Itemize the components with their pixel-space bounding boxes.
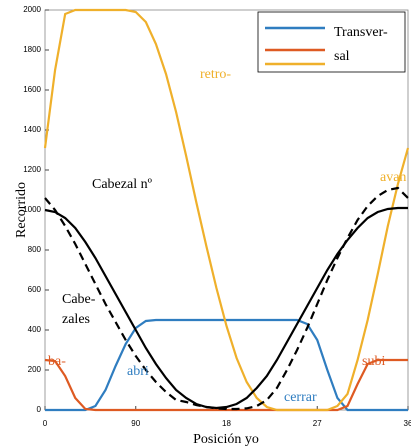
series-line [44, 206, 408, 410]
annotation: abri [127, 364, 149, 379]
y-tick-label: 800 [28, 245, 42, 254]
y-tick-label: 1000 [23, 205, 41, 214]
y-tick-label: 1600 [23, 85, 41, 94]
x-tick-label: 27 [313, 419, 322, 428]
y-axis-label: Recorrido [14, 182, 29, 238]
annotation: Cabezal nº [92, 177, 153, 192]
series-line [43, 8, 410, 412]
y-tick-label: 0 [37, 405, 42, 414]
annotation: avan [380, 170, 406, 185]
y-tick-label: 1400 [23, 125, 41, 134]
annotation: subi [362, 354, 385, 369]
series-line [44, 186, 409, 411]
annotation: retro- [200, 67, 231, 82]
annotation: Cabe- [62, 292, 96, 307]
x-tick-label: 0 [43, 419, 48, 428]
annotation: cerrar [284, 390, 317, 405]
y-tick-label: 2000 [23, 5, 41, 14]
y-tick-label: 200 [28, 365, 42, 374]
annotation: zales [62, 312, 90, 327]
y-tick-label: 600 [28, 285, 42, 294]
x-axis-label: Posición yo [193, 432, 259, 447]
y-tick-label: 1200 [23, 165, 41, 174]
legend-box [257, 11, 406, 73]
y-tick-label: 400 [28, 325, 42, 334]
series-line [45, 318, 408, 412]
x-tick-label: 18 [222, 419, 231, 428]
x-tick-label: 90 [131, 419, 140, 428]
x-tick-label: 36 [404, 419, 411, 428]
legend-label: Transver- [334, 25, 388, 40]
y-tick-label: 1800 [23, 45, 41, 54]
annotation: ba- [48, 354, 66, 369]
series-line [44, 358, 408, 412]
legend-label: sal [334, 49, 350, 64]
